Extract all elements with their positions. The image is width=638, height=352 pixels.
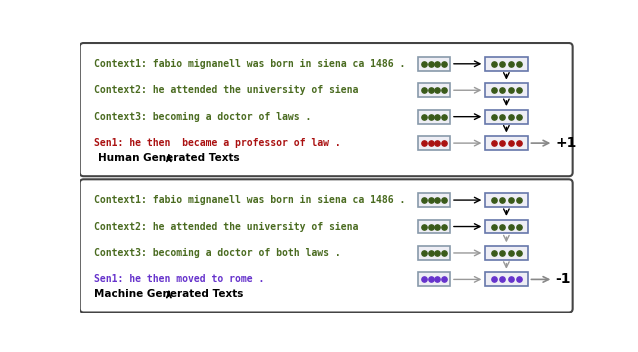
Text: Context1: fabio mignanell was born in siena ca 1486 .: Context1: fabio mignanell was born in si…	[94, 59, 406, 69]
FancyBboxPatch shape	[80, 179, 573, 313]
FancyBboxPatch shape	[80, 43, 573, 176]
FancyBboxPatch shape	[418, 272, 450, 286]
FancyBboxPatch shape	[485, 272, 528, 286]
Text: Context3: becoming a doctor of laws .: Context3: becoming a doctor of laws .	[94, 112, 312, 122]
FancyBboxPatch shape	[485, 110, 528, 124]
FancyBboxPatch shape	[485, 246, 528, 260]
Text: Context3: becoming a doctor of both laws .: Context3: becoming a doctor of both laws…	[94, 248, 341, 258]
FancyBboxPatch shape	[418, 193, 450, 207]
FancyBboxPatch shape	[485, 57, 528, 71]
FancyBboxPatch shape	[418, 246, 450, 260]
Text: -1: -1	[556, 272, 571, 287]
Text: Machine Generated Texts: Machine Generated Texts	[94, 289, 244, 300]
FancyBboxPatch shape	[418, 83, 450, 97]
Text: +1: +1	[556, 136, 577, 150]
FancyBboxPatch shape	[418, 220, 450, 233]
FancyBboxPatch shape	[418, 110, 450, 124]
FancyBboxPatch shape	[485, 193, 528, 207]
FancyBboxPatch shape	[485, 220, 528, 233]
Text: Sen1: he then moved to rome .: Sen1: he then moved to rome .	[94, 275, 265, 284]
FancyBboxPatch shape	[418, 136, 450, 150]
Text: Human Generated Texts: Human Generated Texts	[98, 153, 240, 163]
FancyBboxPatch shape	[485, 83, 528, 97]
Text: Context1: fabio mignanell was born in siena ca 1486 .: Context1: fabio mignanell was born in si…	[94, 195, 406, 205]
Text: Context2: he attended the university of siena: Context2: he attended the university of …	[94, 221, 359, 232]
Text: Context2: he attended the university of siena: Context2: he attended the university of …	[94, 85, 359, 95]
FancyBboxPatch shape	[485, 136, 528, 150]
Text: Sen1: he then  became a professor of law .: Sen1: he then became a professor of law …	[94, 138, 341, 148]
FancyBboxPatch shape	[418, 57, 450, 71]
